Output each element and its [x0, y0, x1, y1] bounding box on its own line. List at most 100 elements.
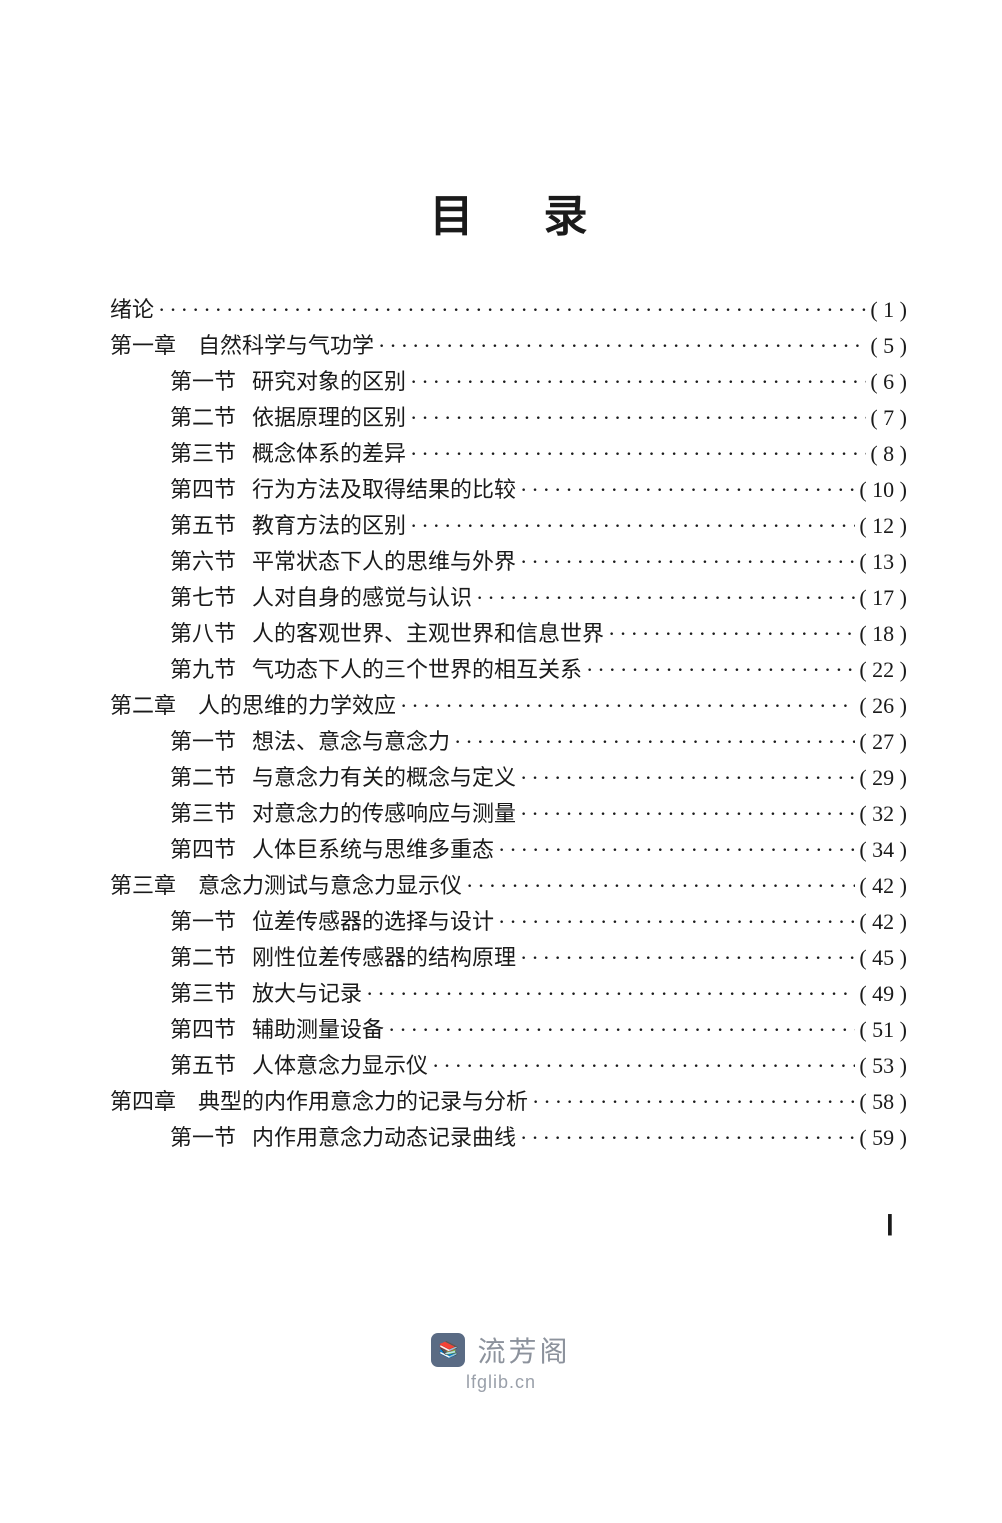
page-number: ( 26 )	[859, 695, 907, 717]
dot-leader	[410, 407, 866, 429]
dot-leader	[498, 839, 855, 861]
section-number: 第三节	[170, 803, 236, 825]
toc-list: 绪论 ( 1 )第一章 自然科学与气功学 ( 5 )第一节研究对象的区别 ( 6…	[110, 299, 907, 1149]
section-title: 依据原理的区别	[252, 407, 406, 429]
section-title: 刚性位差传感器的结构原理	[252, 947, 516, 969]
dot-leader	[400, 695, 855, 717]
section-title: 概念体系的差异	[252, 443, 406, 465]
page-number: ( 59 )	[859, 1127, 907, 1149]
dot-leader	[410, 443, 866, 465]
toc-chapter-row: 第一章 自然科学与气功学 ( 5 )	[110, 335, 907, 357]
toc-section-row: 第五节人体意念力显示仪 ( 53 )	[110, 1055, 907, 1077]
section-number: 第七节	[170, 587, 236, 609]
section-title: 内作用意念力动态记录曲线	[252, 1127, 516, 1149]
dot-leader	[378, 335, 866, 357]
section-title: 位差传感器的选择与设计	[252, 911, 494, 933]
page-number: ( 8 )	[870, 443, 907, 465]
section-title: 辅助测量设备	[252, 1019, 384, 1041]
dot-leader	[158, 299, 866, 321]
section-number: 第一节	[170, 731, 236, 753]
dot-leader	[520, 551, 855, 573]
dot-leader	[520, 947, 855, 969]
dot-leader	[532, 1091, 855, 1113]
page-number: ( 58 )	[859, 1091, 907, 1113]
toc-section-row: 第一节想法、意念与意念力 ( 27 )	[110, 731, 907, 753]
dot-leader	[520, 803, 855, 825]
toc-section-row: 第一节内作用意念力动态记录曲线 ( 59 )	[110, 1127, 907, 1149]
section-title: 对意念力的传感响应与测量	[252, 803, 516, 825]
section-number: 第二节	[170, 947, 236, 969]
page-number: ( 12 )	[859, 515, 907, 537]
page-number: ( 34 )	[859, 839, 907, 861]
dot-leader	[466, 875, 855, 897]
section-title: 人的客观世界、主观世界和信息世界	[252, 623, 604, 645]
section-number: 第二节	[170, 767, 236, 789]
section-title: 放大与记录	[252, 983, 362, 1005]
section-number: 第二节	[170, 407, 236, 429]
toc-section-row: 第一节位差传感器的选择与设计 ( 42 )	[110, 911, 907, 933]
toc-section-row: 第三节对意念力的传感响应与测量 ( 32 )	[110, 803, 907, 825]
dot-leader	[608, 623, 855, 645]
toc-section-row: 第六节平常状态下人的思维与外界 ( 13 )	[110, 551, 907, 573]
section-number: 第四节	[170, 1019, 236, 1041]
section-title: 人体意念力显示仪	[252, 1055, 428, 1077]
dot-leader	[454, 731, 855, 753]
section-title: 平常状态下人的思维与外界	[252, 551, 516, 573]
footer-url: lfglib.cn	[466, 1372, 536, 1393]
section-number: 第五节	[170, 515, 236, 537]
chapter-label: 第四章	[110, 1091, 176, 1113]
toc-section-row: 第二节与意念力有关的概念与定义 ( 29 )	[110, 767, 907, 789]
section-number: 第九节	[170, 659, 236, 681]
section-number: 第五节	[170, 1055, 236, 1077]
toc-section-row: 第四节行为方法及取得结果的比较 ( 10 )	[110, 479, 907, 501]
page-number: ( 51 )	[859, 1019, 907, 1041]
section-number: 第一节	[170, 1127, 236, 1149]
dot-leader	[520, 1127, 855, 1149]
toc-section-row: 第七节人对自身的感觉与认识 ( 17 )	[110, 587, 907, 609]
section-title: 人体巨系统与思维多重态	[252, 839, 494, 861]
section-title: 与意念力有关的概念与定义	[252, 767, 516, 789]
toc-chapter-row: 第四章 典型的内作用意念力的记录与分析 ( 58 )	[110, 1091, 907, 1113]
page-number: ( 5 )	[870, 335, 907, 357]
page-number: ( 42 )	[859, 911, 907, 933]
toc-section-row: 第五节教育方法的区别 ( 12 )	[110, 515, 907, 537]
page-number: ( 18 )	[859, 623, 907, 645]
page-number: ( 49 )	[859, 983, 907, 1005]
dot-leader	[498, 911, 855, 933]
dot-leader	[410, 515, 855, 537]
toc-chapter-row: 第三章 意念力测试与意念力显示仪 ( 42 )	[110, 875, 907, 897]
section-number: 第三节	[170, 443, 236, 465]
page-number: ( 7 )	[870, 407, 907, 429]
toc-page: 目录 绪论 ( 1 )第一章 自然科学与气功学 ( 5 )第一节研究对象的区别 …	[0, 0, 1002, 1523]
footer-site-name: 流芳阁	[477, 1330, 570, 1370]
section-number: 第一节	[170, 911, 236, 933]
section-title: 人对自身的感觉与认识	[252, 587, 472, 609]
dot-leader	[476, 587, 855, 609]
toc-chapter-row: 绪论 ( 1 )	[110, 299, 907, 321]
toc-section-row: 第二节依据原理的区别 ( 7 )	[110, 407, 907, 429]
toc-section-row: 第九节气功态下人的三个世界的相互关系 ( 22 )	[110, 659, 907, 681]
footer: 📚 流芳阁 lfglib.cn	[0, 1330, 1002, 1393]
page-number: ( 13 )	[859, 551, 907, 573]
toc-section-row: 第三节概念体系的差异 ( 8 )	[110, 443, 907, 465]
section-number: 第三节	[170, 983, 236, 1005]
section-number: 第八节	[170, 623, 236, 645]
section-title: 教育方法的区别	[252, 515, 406, 537]
page-number: ( 29 )	[859, 767, 907, 789]
page-number: ( 27 )	[859, 731, 907, 753]
page-number: ( 17 )	[859, 587, 907, 609]
page-number: ( 1 )	[870, 299, 907, 321]
toc-section-row: 第八节人的客观世界、主观世界和信息世界 ( 18 )	[110, 623, 907, 645]
chapter-label: 第一章	[110, 335, 176, 357]
footer-brand: 📚 流芳阁	[431, 1330, 570, 1370]
page-number: ( 42 )	[859, 875, 907, 897]
section-title: 研究对象的区别	[252, 371, 406, 393]
section-title: 行为方法及取得结果的比较	[252, 479, 516, 501]
toc-section-row: 第三节放大与记录 ( 49 )	[110, 983, 907, 1005]
page-number: ( 32 )	[859, 803, 907, 825]
toc-section-row: 第四节人体巨系统与思维多重态 ( 34 )	[110, 839, 907, 861]
book-icon: 📚	[431, 1333, 465, 1367]
chapter-title: 自然科学与气功学	[198, 335, 374, 357]
dot-leader	[432, 1055, 855, 1077]
section-number: 第四节	[170, 479, 236, 501]
